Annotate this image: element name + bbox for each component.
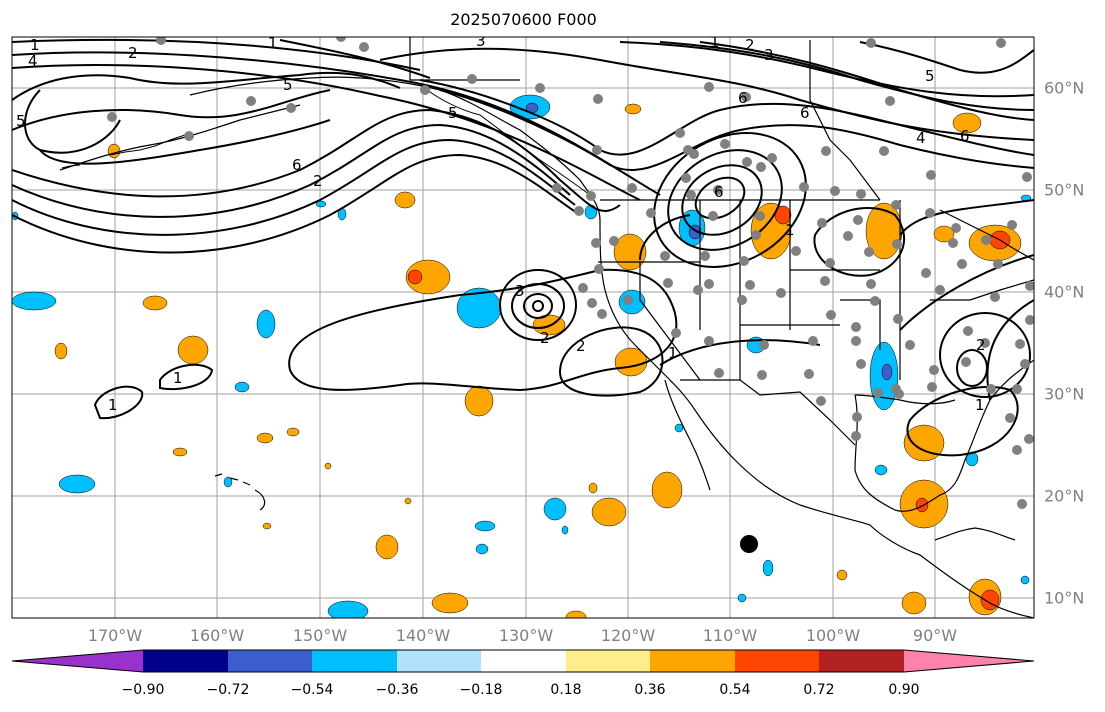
colorbar-tick-label: 0.54 (719, 682, 751, 698)
contour-label: 6 (800, 104, 810, 122)
lat-label: 40°N (1044, 282, 1085, 302)
contour-label: 6 (292, 156, 302, 174)
lat-label: 20°N (1044, 486, 1085, 506)
colorbar-tick-label: −0.36 (375, 682, 419, 698)
colorbar-segment (312, 650, 397, 672)
colorbar (11, 649, 1035, 673)
contour-label: 1 (173, 369, 183, 387)
contour-label: 2 (313, 172, 323, 190)
contour-label: 1 (710, 33, 720, 51)
contour-lines (12, 38, 1034, 457)
lon-label: 130°W (498, 626, 554, 645)
colorbar-tick-label: 0.18 (550, 682, 582, 698)
colorbar-segment (12, 650, 143, 672)
colorbar-segment (566, 650, 650, 672)
contour-label: 4 (916, 129, 926, 147)
contour-labels: 1 2 4 1 5 5 6 2 5 3 1 2 3 5 6 4 6 6 6 3 … (16, 32, 986, 414)
map-title: 2025070600 F000 (450, 10, 597, 29)
colorbar-tick-label: 0.72 (803, 682, 835, 698)
lon-label: 160°W (189, 626, 245, 645)
lon-label: 150°W (292, 626, 348, 645)
contour-label: 2 (128, 44, 138, 62)
contour-label: 5 (16, 112, 26, 130)
contour-label: 6 (738, 89, 748, 107)
lat-label: 60°N (1044, 78, 1085, 98)
colorbar-tick-label: −0.18 (459, 682, 503, 698)
contour-label: 5 (448, 104, 458, 122)
lat-label: 10°N (1044, 588, 1085, 608)
colorbar-outline (11, 649, 1035, 673)
colorbar-segment (397, 650, 481, 672)
contour-label: 2 (976, 336, 986, 354)
contour-label: 3 (476, 32, 486, 50)
colorbar-segment (735, 650, 819, 672)
contour-label: 5 (925, 67, 935, 85)
contour-label: 2 (540, 329, 550, 347)
position-marker (740, 535, 758, 553)
lon-label: 120°W (600, 626, 656, 645)
colorbar-tick-label: −0.72 (206, 682, 250, 698)
colorbar-segment (228, 650, 312, 672)
colorbar-segments (11, 649, 1035, 673)
colorbar-tick-label: 0.90 (888, 682, 920, 698)
contour-label: 1 (30, 36, 40, 54)
map-border (11, 36, 1035, 619)
colorbar-segment (904, 650, 1034, 672)
contour-label: 1 (268, 34, 278, 52)
contour-label: 1 (668, 344, 678, 362)
station-markers (107, 37, 1034, 509)
hawaii-islands (214, 473, 266, 511)
map-frame-bg (12, 37, 1034, 618)
colorbar-segment (819, 650, 904, 672)
aleutian-islands (61, 84, 591, 196)
contour-label: 2 (576, 337, 586, 355)
contour-label: 4 (28, 52, 38, 70)
lon-label: 110°W (702, 626, 758, 645)
contour-label: 3 (515, 282, 525, 300)
colorbar-tick-label: 0.36 (634, 682, 666, 698)
colorbar-segment (143, 650, 228, 672)
lon-label: 140°W (395, 626, 451, 645)
coastlines (59, 37, 1034, 618)
colorbar-tick-label: −0.90 (121, 682, 165, 698)
map-plot: 1 2 4 1 5 5 6 2 5 3 1 2 3 5 6 4 6 6 6 3 … (11, 32, 1035, 619)
contour-label: 5 (283, 76, 293, 94)
lat-label: 50°N (1044, 180, 1085, 200)
colorbar-segment (481, 650, 566, 672)
lon-label: 90°W (912, 626, 958, 645)
lon-label: 170°W (87, 626, 143, 645)
contour-label: 1 (785, 221, 795, 239)
contour-label: 1 (975, 396, 985, 414)
contour-label: 6 (960, 127, 970, 145)
contour-label: 2 (745, 36, 755, 54)
contour-label: 6 (714, 183, 724, 201)
contour-label: 1 (108, 396, 118, 414)
contour-label: 3 (764, 46, 774, 64)
colorbar-tick-label: −0.54 (290, 682, 334, 698)
lat-label: 30°N (1044, 384, 1085, 404)
colorbar-segment (650, 650, 735, 672)
lon-label: 100°W (805, 626, 861, 645)
